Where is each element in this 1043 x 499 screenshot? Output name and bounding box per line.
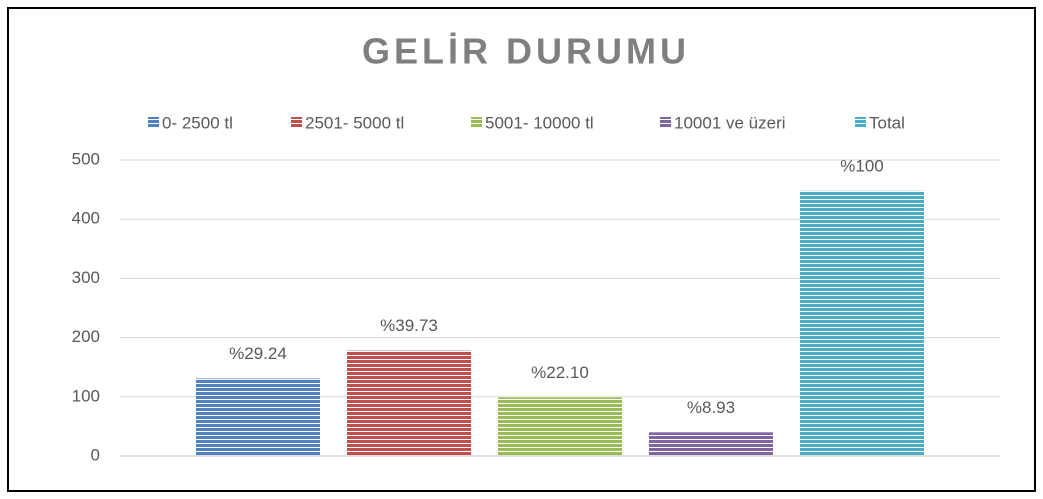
data-label: %22.10 bbox=[531, 363, 589, 382]
data-label: %39.73 bbox=[380, 316, 438, 335]
legend-swatch bbox=[471, 117, 482, 128]
legend-swatch bbox=[148, 117, 159, 128]
bar bbox=[196, 378, 320, 456]
legend-label: 10001 ve üzeri bbox=[674, 113, 786, 132]
y-tick-label: 400 bbox=[72, 209, 100, 228]
bar bbox=[800, 190, 924, 456]
data-label: %100 bbox=[840, 156, 883, 175]
legend-swatch bbox=[291, 117, 302, 128]
bar bbox=[498, 397, 622, 456]
bar bbox=[649, 432, 773, 456]
legend-label: 2501- 5000 tl bbox=[305, 113, 404, 132]
y-tick-label: 0 bbox=[91, 445, 100, 464]
y-tick-label: 200 bbox=[72, 327, 100, 346]
y-tick-label: 300 bbox=[72, 268, 100, 287]
data-label: %29.24 bbox=[229, 344, 287, 363]
legend-label: 0- 2500 tl bbox=[162, 113, 233, 132]
y-tick-label: 500 bbox=[72, 149, 100, 168]
data-label: %8.93 bbox=[687, 398, 735, 417]
chart-title: GELİR DURUMU bbox=[362, 31, 690, 72]
legend-swatch bbox=[660, 117, 671, 128]
legend-label: Total bbox=[869, 113, 905, 132]
y-tick-label: 100 bbox=[72, 386, 100, 405]
bar bbox=[347, 350, 471, 456]
legend-label: 5001- 10000 tl bbox=[485, 113, 594, 132]
legend-swatch bbox=[855, 117, 866, 128]
